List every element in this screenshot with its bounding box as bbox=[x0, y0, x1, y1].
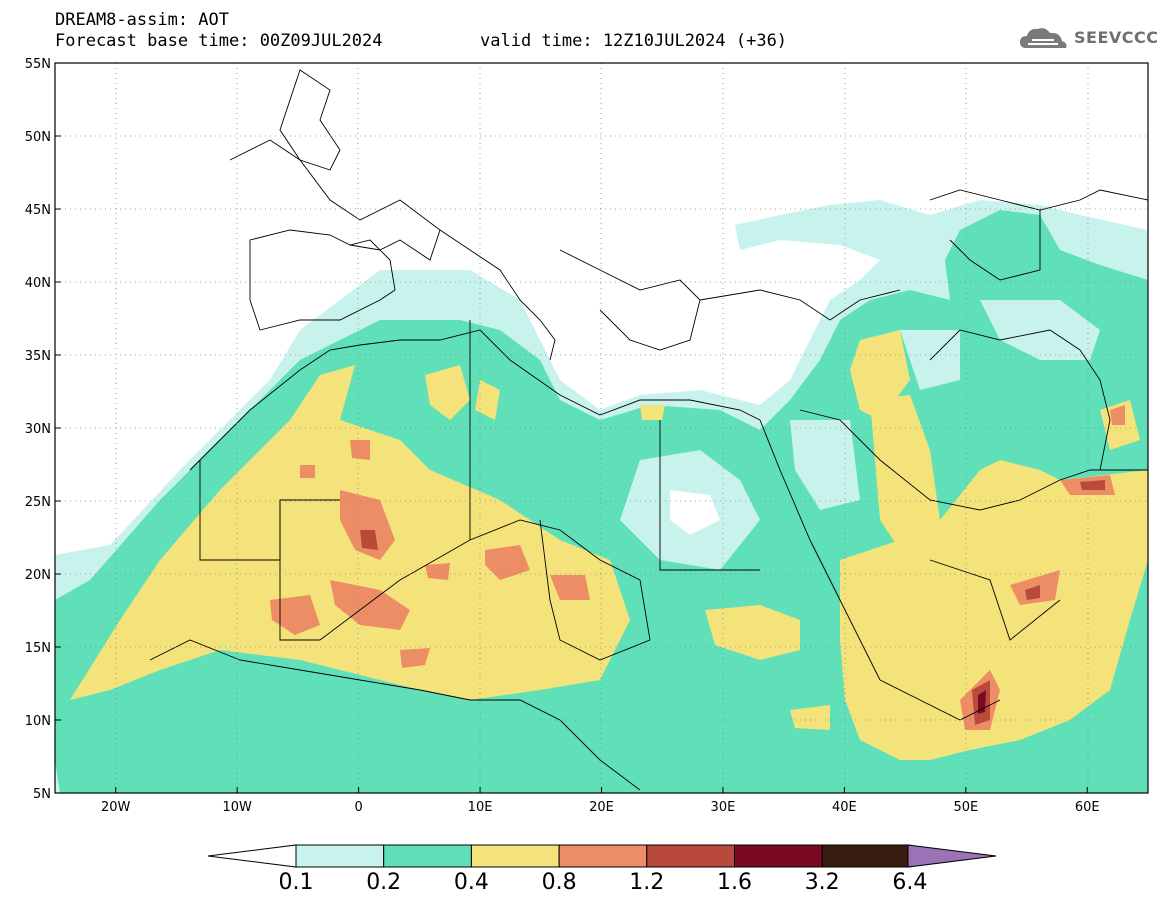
lat-label: 30N bbox=[25, 422, 51, 437]
colorbar-label: 0.2 bbox=[366, 870, 402, 895]
lat-label: 10N bbox=[25, 714, 51, 729]
cloud-icon bbox=[1020, 28, 1067, 48]
colorbar-low-arrow bbox=[207, 844, 297, 868]
colorbar-swatch bbox=[470, 844, 560, 868]
lon-label: 10W bbox=[222, 800, 252, 815]
colorbar-swatches bbox=[295, 844, 911, 868]
graticule bbox=[55, 63, 1148, 793]
map-title: DREAM8-assim: AOT bbox=[55, 10, 229, 30]
lat-label: 50N bbox=[25, 130, 51, 145]
lon-label: 60E bbox=[1075, 800, 1100, 815]
lon-label: 20W bbox=[101, 800, 131, 815]
colorbar-swatch bbox=[734, 844, 823, 868]
colorbar-swatch bbox=[295, 844, 385, 868]
aot-field bbox=[55, 200, 1148, 793]
latitude-labels: 55N 50N 45N 40N 35N 30N 25N 20N 15N 10N 5N bbox=[25, 57, 61, 802]
lon-label: 20E bbox=[589, 800, 614, 815]
colorbar-swatch bbox=[821, 844, 911, 868]
colorbar-label: 3.2 bbox=[804, 870, 840, 895]
colorbar-high-arrow bbox=[907, 844, 997, 868]
colorbar-label: 1.6 bbox=[717, 870, 752, 895]
colorbar-label: 0.4 bbox=[453, 870, 489, 895]
lat-label: 45N bbox=[25, 203, 51, 218]
lon-label: 50E bbox=[953, 800, 978, 815]
colorbar-swatch bbox=[558, 844, 648, 868]
lat-label: 40N bbox=[25, 276, 51, 291]
valid-time: valid time: 12Z10JUL2024 (+36) bbox=[480, 31, 788, 51]
colorbar-label: 0.8 bbox=[541, 870, 577, 895]
lon-label: 0 bbox=[354, 800, 362, 815]
lat-label: 55N bbox=[25, 57, 51, 72]
longitude-labels: 20W 10W 0 10E 20E 30E 40E 50E 60E bbox=[101, 787, 1100, 815]
colorbar-swatch bbox=[646, 844, 735, 868]
colorbar-label: 1.2 bbox=[629, 870, 665, 895]
country-borders bbox=[149, 69, 1148, 791]
lat-label: 20N bbox=[25, 568, 51, 583]
forecast-base-time: Forecast base time: 00Z09JUL2024 bbox=[55, 31, 383, 51]
lon-label: 10E bbox=[468, 800, 493, 815]
lat-label: 5N bbox=[33, 787, 51, 802]
colorbar-label: 0.1 bbox=[278, 870, 314, 895]
colorbar-label: 6.4 bbox=[892, 870, 928, 895]
lon-label: 30E bbox=[711, 800, 736, 815]
logo-text: SEEVCCC bbox=[1074, 28, 1159, 47]
lat-label: 25N bbox=[25, 495, 51, 510]
lon-label: 40E bbox=[832, 800, 857, 815]
lat-label: 15N bbox=[25, 641, 51, 656]
lat-label: 35N bbox=[25, 349, 51, 364]
colorbar-swatch bbox=[383, 844, 472, 868]
